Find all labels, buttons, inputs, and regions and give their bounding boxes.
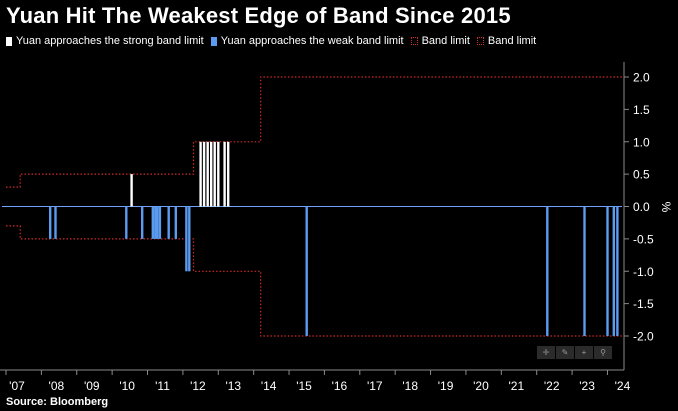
x-tick-label: '21: [509, 379, 525, 393]
x-tick-label: '11: [155, 379, 170, 393]
strong-limit-bar: [202, 141, 206, 207]
zoom-in-icon[interactable]: +: [575, 346, 593, 359]
y-tick-label: -1.0: [633, 265, 654, 279]
weak-limit-bar: [612, 206, 615, 336]
weak-limit-bar: [167, 206, 170, 239]
pan-icon[interactable]: ✛: [537, 346, 555, 359]
weak-limit-bar: [546, 206, 549, 336]
x-tick-label: '09: [84, 379, 100, 393]
legend-swatch: [6, 36, 12, 46]
y-tick-label: 0.5: [633, 168, 650, 182]
chart-controls: ✛ ✎ + ⚲: [537, 346, 613, 359]
draw-icon[interactable]: ✎: [556, 346, 574, 359]
source-note: Source: Bloomberg: [6, 396, 109, 408]
x-tick-label: '22: [544, 379, 560, 393]
x-tick-label: '17: [367, 379, 383, 393]
legend: Yuan approaches the strong band limit Yua…: [6, 35, 543, 47]
weak-limit-bar: [305, 206, 308, 336]
x-tick-label: '23: [579, 379, 595, 393]
x-tick-label: '14: [261, 379, 277, 393]
weak-limit-bar: [49, 206, 52, 239]
x-tick-label: '10: [119, 379, 135, 393]
strong-limit-bar: [213, 141, 216, 207]
legend-item: Yuan approaches the weak band limit: [210, 35, 404, 47]
weak-limit-bar: [54, 206, 57, 239]
strong-limit-bar: [217, 141, 220, 207]
x-tick-label: '19: [438, 379, 454, 393]
chart-title: Yuan Hit The Weakest Edge of Band Since …: [6, 3, 511, 28]
y-tick-label: 1.5: [633, 103, 650, 117]
search-icon[interactable]: ⚲: [594, 346, 612, 359]
x-tick-label: '12: [190, 379, 206, 393]
x-tick-label: '16: [332, 379, 348, 393]
legend-label: Yuan approaches the strong band limit: [16, 35, 204, 47]
strong-limit-bar: [210, 141, 213, 207]
upper-band-limit: [6, 76, 624, 188]
legend-swatch: [210, 36, 217, 46]
lower-band-limit: [6, 225, 624, 337]
y-tick-label: 1.0: [633, 135, 650, 149]
x-tick-label: '20: [473, 379, 489, 393]
weak-limit-bar: [174, 206, 177, 239]
x-tick-label: '13: [225, 379, 241, 393]
weak-limit-bar: [158, 206, 162, 239]
legend-label: Yuan approaches the weak band limit: [220, 35, 404, 47]
weak-limit-bar: [188, 206, 191, 272]
legend-item: Band limit: [476, 35, 537, 47]
weak-limit-bar: [141, 206, 144, 239]
y-tick-label: -2.0: [633, 330, 654, 344]
strong-limit-bar: [206, 141, 209, 207]
legend-item: Band limit: [410, 35, 470, 47]
legend-item: Yuan approaches the strong band limit: [6, 35, 204, 47]
x-tick-label: '08: [49, 379, 65, 393]
legend-swatch: [476, 37, 484, 45]
weak-limit-bar: [156, 206, 159, 239]
weak-limit-bar: [185, 206, 188, 272]
weak-limit-bar: [154, 206, 157, 239]
strong-limit-bar: [130, 174, 133, 207]
strong-limit-bar: [227, 141, 230, 207]
weak-limit-bar: [151, 206, 154, 239]
weak-limit-bar: [125, 206, 128, 239]
strong-limit-bar: [199, 141, 202, 207]
legend-label: Band limit: [421, 35, 470, 47]
strong-limit-bar: [223, 141, 226, 207]
y-tick-label: -0.5: [633, 232, 654, 246]
y-tick-label: -1.5: [633, 297, 654, 311]
x-tick-label: '24: [615, 379, 631, 393]
weak-limit-bar: [583, 206, 586, 336]
x-tick-label: '18: [402, 379, 418, 393]
legend-label: Band limit: [487, 35, 537, 47]
weak-limit-bar: [606, 206, 609, 336]
y-tick-label: 2.0: [633, 71, 650, 85]
y-tick-label: 0.0: [633, 200, 650, 214]
x-tick-label: '15: [296, 379, 312, 393]
y-axis-label: %: [659, 202, 673, 213]
legend-swatch: [410, 37, 418, 45]
x-tick-label: '07: [9, 379, 25, 393]
weak-limit-bar: [616, 206, 619, 336]
